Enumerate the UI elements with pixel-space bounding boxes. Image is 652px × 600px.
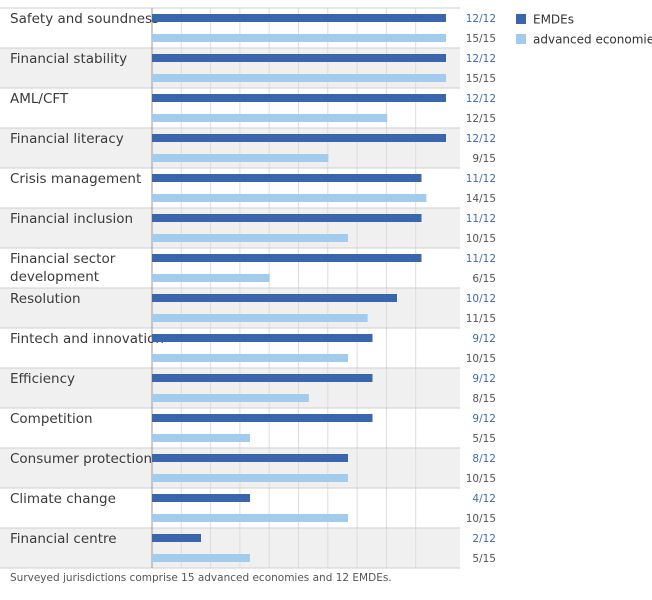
data-label-emdes: 11/12: [466, 253, 496, 265]
data-label-advanced-economies: 10/15: [466, 353, 496, 365]
data-label-emdes: 12/12: [466, 13, 496, 25]
data-label-advanced-economies: 12/15: [466, 113, 496, 125]
category-label: Safety and soundness: [10, 11, 159, 27]
bar-emdes: [152, 374, 373, 382]
data-label-emdes: 9/12: [472, 333, 496, 345]
data-label-emdes: 11/12: [466, 213, 496, 225]
bar-advanced-economies: [152, 434, 250, 442]
bar-advanced-economies: [152, 154, 329, 162]
data-label-emdes: 9/12: [472, 373, 496, 385]
bar-emdes: [152, 414, 373, 422]
bar-advanced-economies: [152, 514, 348, 522]
data-label-emdes: 2/12: [472, 533, 496, 545]
bar-emdes: [152, 54, 446, 62]
bar-advanced-economies: [152, 314, 368, 322]
data-label-advanced-economies: 9/15: [472, 153, 496, 165]
legend-swatch: [516, 34, 526, 44]
category-label: Competition: [10, 411, 93, 427]
data-label-advanced-economies: 6/15: [472, 273, 496, 285]
category-label: Consumer protection: [10, 451, 152, 467]
bar-advanced-economies: [152, 74, 446, 82]
bar-advanced-economies: [152, 34, 446, 42]
data-label-advanced-economies: 10/15: [466, 473, 496, 485]
bar-emdes: [152, 14, 446, 22]
data-label-emdes: 8/12: [472, 453, 496, 465]
legend-label: EMDEs: [533, 13, 574, 27]
category-label: Efficiency: [10, 371, 75, 387]
category-label: Financial sector: [10, 251, 116, 267]
data-label-emdes: 4/12: [472, 493, 496, 505]
category-label: Financial centre: [10, 531, 117, 547]
legend-swatch: [516, 14, 526, 24]
data-label-emdes: 12/12: [466, 133, 496, 145]
category-label: Resolution: [10, 291, 81, 307]
data-label-emdes: 11/12: [466, 173, 496, 185]
bar-emdes: [152, 454, 348, 462]
bar-emdes: [152, 214, 422, 222]
data-label-advanced-economies: 14/15: [466, 193, 496, 205]
data-label-advanced-economies: 10/15: [466, 233, 496, 245]
bar-advanced-economies: [152, 234, 348, 242]
bar-emdes: [152, 334, 373, 342]
bar-emdes: [152, 254, 422, 262]
bar-advanced-economies: [152, 354, 348, 362]
bar-emdes: [152, 94, 446, 102]
data-label-emdes: 9/12: [472, 413, 496, 425]
bar-advanced-economies: [152, 394, 309, 402]
data-label-emdes: 10/12: [466, 293, 496, 305]
category-label: Crisis management: [10, 171, 141, 187]
category-label: development: [10, 269, 99, 285]
category-label: Financial inclusion: [10, 211, 133, 227]
data-label-advanced-economies: 8/15: [472, 393, 496, 405]
data-label-emdes: 12/12: [466, 93, 496, 105]
bar-emdes: [152, 534, 201, 542]
category-label: Fintech and innovation: [10, 331, 164, 347]
legend-label: advanced economies: [533, 33, 652, 47]
category-label: Climate change: [10, 491, 116, 507]
bar-emdes: [152, 294, 397, 302]
bar-advanced-economies: [152, 554, 250, 562]
bar-emdes: [152, 494, 250, 502]
data-label-advanced-economies: 15/15: [466, 33, 496, 45]
data-label-advanced-economies: 10/15: [466, 513, 496, 525]
bar-advanced-economies: [152, 114, 388, 122]
bar-advanced-economies: [152, 474, 348, 482]
bar-emdes: [152, 134, 446, 142]
data-label-emdes: 12/12: [466, 53, 496, 65]
bar-emdes: [152, 174, 422, 182]
category-label: AML/CFT: [10, 91, 69, 107]
bar-advanced-economies: [152, 274, 270, 282]
bar-advanced-economies: [152, 194, 427, 202]
footnote: Surveyed jurisdictions comprise 15 advan…: [10, 572, 392, 584]
data-label-advanced-economies: 11/15: [466, 313, 496, 325]
data-label-advanced-economies: 5/15: [472, 553, 496, 565]
category-label: Financial stability: [10, 51, 127, 67]
data-label-advanced-economies: 5/15: [472, 433, 496, 445]
category-label: Financial literacy: [10, 131, 124, 147]
data-label-advanced-economies: 15/15: [466, 73, 496, 85]
